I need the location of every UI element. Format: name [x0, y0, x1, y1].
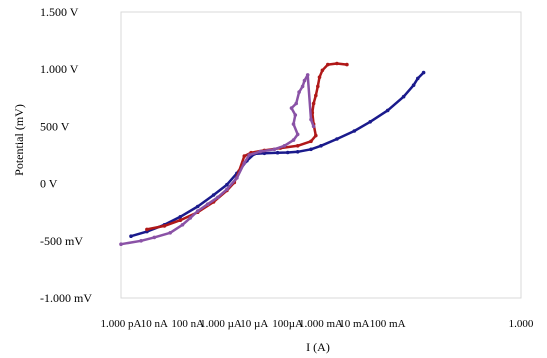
data-point	[195, 209, 200, 213]
data-point	[178, 215, 183, 219]
series-layer	[119, 61, 426, 246]
data-point	[180, 223, 185, 227]
y-tick-label: 0 V	[40, 177, 58, 191]
data-point	[205, 202, 210, 206]
data-point	[421, 70, 426, 75]
data-point	[309, 117, 313, 122]
data-point	[314, 133, 318, 138]
data-point	[162, 224, 167, 228]
data-point	[119, 242, 123, 246]
data-point	[275, 150, 280, 155]
x-tick-label: 10 nA	[141, 318, 168, 330]
data-point	[211, 193, 216, 197]
data-point	[309, 147, 313, 152]
series-line	[120, 73, 315, 246]
x-tick-label: 100 mA	[370, 318, 406, 330]
y-tick-labels: 1.500 V 1.000 V 500 V 0 V -500 mV -1.000 mV	[40, 5, 92, 305]
series-line	[130, 71, 425, 238]
x-tick-label: 10 mA	[339, 318, 369, 330]
data-point	[247, 153, 251, 157]
data-point	[335, 137, 339, 141]
data-point	[326, 62, 330, 67]
data-point	[282, 144, 287, 148]
data-point	[411, 83, 416, 87]
data-point	[289, 106, 294, 110]
data-point	[188, 216, 193, 220]
x-tick-label: 1.000 mA	[299, 318, 343, 330]
x-tick-label: 10 µA	[240, 318, 268, 330]
data-point	[145, 227, 149, 232]
data-point	[242, 154, 247, 158]
data-point	[345, 62, 349, 67]
data-point	[368, 120, 373, 124]
data-point	[291, 122, 296, 126]
data-point	[168, 231, 172, 235]
data-point	[152, 235, 157, 240]
data-point	[300, 84, 305, 89]
data-point	[225, 187, 229, 192]
data-point	[311, 101, 316, 106]
data-point	[235, 176, 239, 180]
data-point	[262, 151, 267, 156]
data-point	[291, 138, 296, 142]
data-point	[293, 113, 298, 117]
data-point	[352, 129, 357, 133]
data-point	[416, 76, 420, 81]
data-point	[335, 61, 339, 66]
data-point	[295, 132, 300, 137]
y-axis-title: Potential (mV)	[12, 104, 26, 176]
plot-area	[120, 11, 522, 299]
x-tick-label: 100µA	[272, 318, 303, 330]
data-point	[139, 239, 143, 243]
data-point	[178, 218, 183, 222]
y-tick-label: -500 mV	[40, 234, 83, 248]
data-point	[302, 78, 307, 83]
data-point	[294, 101, 299, 106]
data-point	[311, 124, 316, 129]
data-point	[295, 150, 300, 154]
data-point	[385, 108, 390, 113]
data-point	[314, 93, 318, 98]
data-point	[272, 147, 277, 152]
y-tick-label: 1.000 V	[40, 62, 79, 76]
x-axis-title: I (A)	[306, 340, 330, 354]
data-point	[195, 204, 200, 209]
y-tick-label: 500 V	[40, 119, 70, 133]
data-point	[305, 73, 310, 77]
y-tick-label: -1.000 mV	[40, 291, 92, 305]
data-point	[319, 144, 323, 148]
data-point	[285, 150, 290, 155]
data-point	[317, 75, 322, 79]
data-point	[242, 161, 247, 165]
x-tick-label: 100 nA	[171, 318, 204, 330]
x-tick-label: 1.000 µA	[200, 318, 242, 330]
data-point	[309, 139, 313, 144]
data-point	[216, 195, 220, 200]
data-point	[401, 94, 406, 99]
data-point	[320, 68, 325, 73]
data-point	[225, 182, 229, 187]
data-point	[297, 90, 301, 94]
data-point	[295, 144, 300, 148]
data-point	[316, 84, 320, 89]
x-tick-label: 1.000 pA	[101, 318, 142, 330]
x-tick-label: 1.000	[509, 318, 534, 330]
data-point	[258, 149, 263, 154]
y-tick-label: 1.500 V	[40, 5, 79, 19]
data-point	[129, 234, 133, 238]
